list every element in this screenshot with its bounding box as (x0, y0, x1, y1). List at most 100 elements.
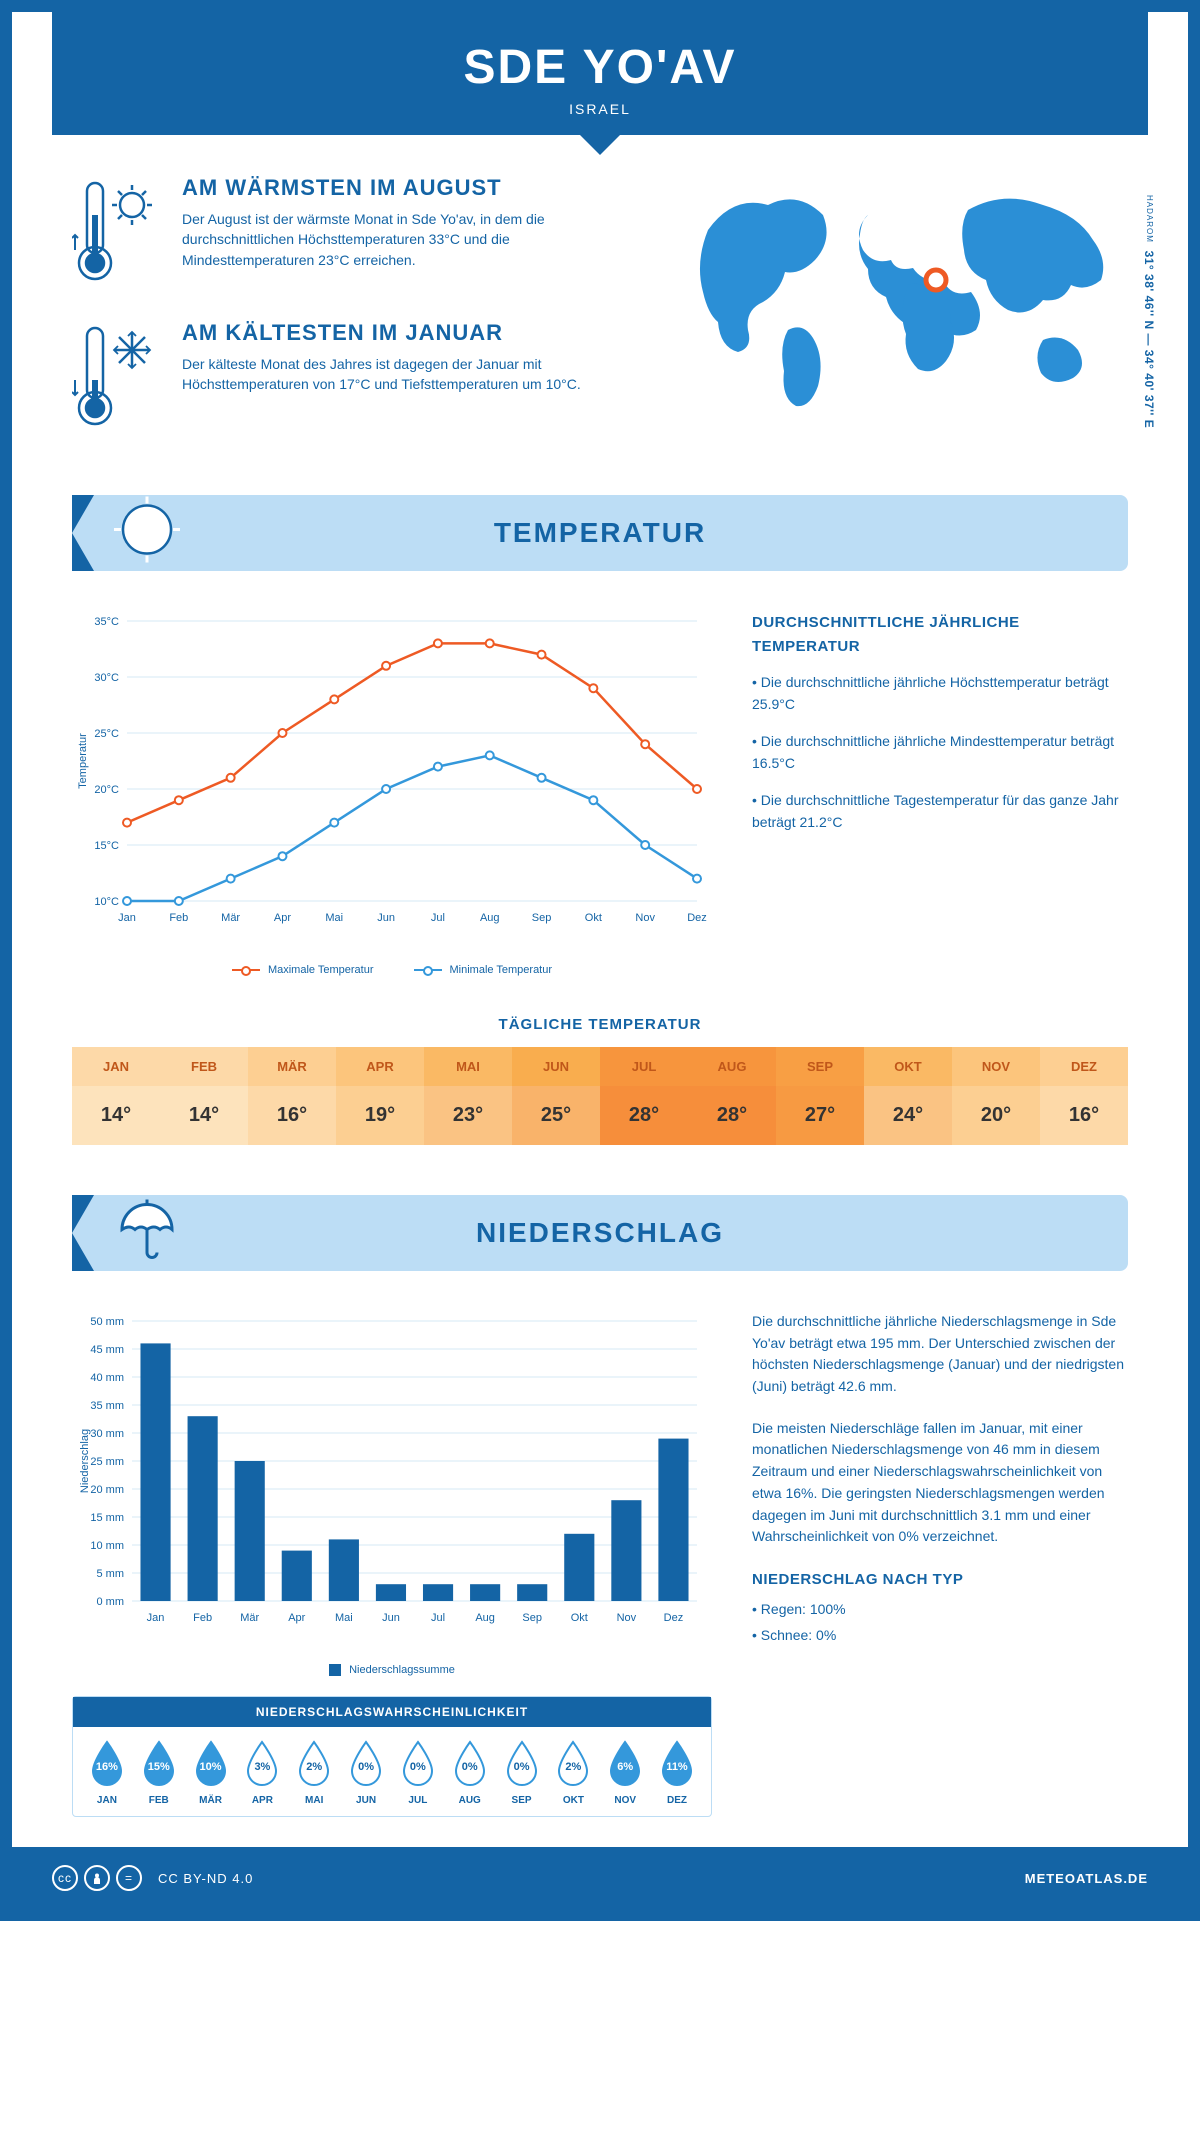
raindrop-icon: 0% (346, 1739, 386, 1789)
section-header-precip: NIEDERSCHLAG (72, 1195, 1128, 1271)
sun-icon (112, 495, 182, 572)
legend-max: .legend-item:nth-child(1) .legend-line::… (232, 964, 374, 976)
svg-text:Sep: Sep (532, 912, 552, 924)
svg-text:35°C: 35°C (94, 616, 119, 628)
precip-probability-box: NIEDERSCHLAGSWAHRSCHEINLICHKEIT 16% JAN … (72, 1696, 712, 1817)
svg-text:Jul: Jul (431, 912, 445, 924)
prob-cell: 0% SEP (496, 1739, 548, 1806)
warmest-block: AM WÄRMSTEN IM AUGUST Der August ist der… (72, 175, 628, 290)
page-title: SDE YO'AV (52, 40, 1148, 95)
daily-temp-cell: DEZ 16° (1040, 1047, 1128, 1145)
svg-text:Mär: Mär (240, 1612, 259, 1624)
svg-text:Temperatur: Temperatur (77, 733, 89, 789)
raindrop-icon: 3% (242, 1739, 282, 1789)
cc-license-icons: cc = CC BY-ND 4.0 (52, 1865, 253, 1891)
temperature-notes: DURCHSCHNITTLICHE JÄHRLICHE TEMPERATUR •… (752, 611, 1128, 976)
prob-cell: 2% MAI (288, 1739, 340, 1806)
svg-text:15°C: 15°C (94, 840, 119, 852)
coordinates: HADAROM 31° 38' 46'' N — 34° 40' 37'' E (1142, 195, 1156, 428)
svg-text:Sep: Sep (522, 1612, 542, 1624)
svg-text:Jan: Jan (118, 912, 136, 924)
svg-text:30°C: 30°C (94, 672, 119, 684)
svg-text:20 mm: 20 mm (90, 1484, 124, 1496)
thermometer-hot-icon (72, 175, 162, 290)
svg-text:Apr: Apr (288, 1612, 305, 1624)
umbrella-icon (112, 1195, 182, 1272)
svg-text:45 mm: 45 mm (90, 1344, 124, 1356)
daily-temp-cell: NOV 20° (952, 1047, 1040, 1145)
svg-text:Nov: Nov (635, 912, 655, 924)
svg-text:Aug: Aug (480, 912, 500, 924)
daily-temp-cell: AUG 28° (688, 1047, 776, 1145)
world-map: HADAROM 31° 38' 46'' N — 34° 40' 37'' E (668, 175, 1128, 465)
thermometer-cold-icon (72, 320, 162, 435)
daily-temp-cell: FEB 14° (160, 1047, 248, 1145)
svg-text:Feb: Feb (193, 1612, 212, 1624)
precip-notes: Die durchschnittliche jährliche Niedersc… (752, 1311, 1128, 1817)
svg-text:40 mm: 40 mm (90, 1372, 124, 1384)
section-header-temperature: TEMPERATUR (72, 495, 1128, 571)
svg-text:Dez: Dez (664, 1612, 684, 1624)
svg-text:20°C: 20°C (94, 784, 119, 796)
coldest-block: AM KÄLTESTEN IM JANUAR Der kälteste Mona… (72, 320, 628, 435)
prob-cell: 0% JUN (340, 1739, 392, 1806)
daily-temp-cell: OKT 24° (864, 1047, 952, 1145)
raindrop-icon: 0% (398, 1739, 438, 1789)
svg-text:Okt: Okt (571, 1612, 588, 1624)
country-label: ISRAEL (52, 101, 1148, 117)
daily-temp-cell: JUL 28° (600, 1047, 688, 1145)
svg-text:Nov: Nov (617, 1612, 637, 1624)
coldest-text: Der kälteste Monat des Jahres ist dagege… (182, 354, 628, 395)
prob-cell: 15% FEB (133, 1739, 185, 1806)
daily-temp-cell: SEP 27° (776, 1047, 864, 1145)
raindrop-icon: 0% (502, 1739, 542, 1789)
svg-text:5 mm: 5 mm (97, 1568, 125, 1580)
svg-text:Mai: Mai (335, 1612, 353, 1624)
svg-text:Jun: Jun (382, 1612, 400, 1624)
daily-temp-cell: MÄR 16° (248, 1047, 336, 1145)
raindrop-icon: 15% (139, 1739, 179, 1789)
warmest-text: Der August ist der wärmste Monat in Sde … (182, 209, 628, 270)
prob-cell: 0% JUL (392, 1739, 444, 1806)
prob-cell: 16% JAN (81, 1739, 133, 1806)
raindrop-icon: 2% (553, 1739, 593, 1789)
svg-text:25°C: 25°C (94, 728, 119, 740)
raindrop-icon: 6% (605, 1739, 645, 1789)
svg-text:30 mm: 30 mm (90, 1428, 124, 1440)
daily-temp-cell: MAI 23° (424, 1047, 512, 1145)
prob-cell: 6% NOV (599, 1739, 651, 1806)
svg-text:25 mm: 25 mm (90, 1456, 124, 1468)
svg-text:Dez: Dez (687, 912, 707, 924)
svg-text:Jun: Jun (377, 912, 395, 924)
coldest-title: AM KÄLTESTEN IM JANUAR (182, 320, 628, 346)
prob-cell: 3% APR (236, 1739, 288, 1806)
prob-cell: 0% AUG (444, 1739, 496, 1806)
daily-temp-cell: JUN 25° (512, 1047, 600, 1145)
svg-text:Jul: Jul (431, 1612, 445, 1624)
svg-text:50 mm: 50 mm (90, 1316, 124, 1328)
temperature-line-chart: 10°C15°C20°C25°C30°C35°CJanFebMärAprMaiJ… (72, 611, 712, 976)
raindrop-icon: 2% (294, 1739, 334, 1789)
raindrop-icon: 0% (450, 1739, 490, 1789)
svg-text:Aug: Aug (475, 1612, 495, 1624)
svg-text:10°C: 10°C (94, 896, 119, 908)
daily-temp-cell: APR 19° (336, 1047, 424, 1145)
raindrop-icon: 16% (87, 1739, 127, 1789)
legend-precip: Niederschlagssumme (329, 1664, 455, 1676)
svg-text:Okt: Okt (585, 912, 602, 924)
svg-text:35 mm: 35 mm (90, 1400, 124, 1412)
svg-text:0 mm: 0 mm (97, 1596, 125, 1608)
daily-temp-table: JAN 14° FEB 14° MÄR 16° APR 19° MAI 23° … (72, 1047, 1128, 1145)
svg-text:Jan: Jan (147, 1612, 165, 1624)
footer: cc = CC BY-ND 4.0 METEOATLAS.DE (12, 1847, 1188, 1909)
prob-cell: 10% MÄR (185, 1739, 237, 1806)
svg-text:Apr: Apr (274, 912, 291, 924)
daily-temp-title: TÄGLICHE TEMPERATUR (72, 1016, 1128, 1033)
raindrop-icon: 10% (191, 1739, 231, 1789)
precipitation-bar-chart: 0 mm 5 mm 10 mm 15 mm 20 mm 25 mm 30 mm 35 mm 40… (72, 1311, 712, 1676)
header-banner: SDE YO'AV ISRAEL (52, 12, 1148, 135)
svg-text:15 mm: 15 mm (90, 1512, 124, 1524)
svg-text:10 mm: 10 mm (90, 1540, 124, 1552)
svg-text:Mai: Mai (325, 912, 343, 924)
legend-min: .legend-item:nth-child(2) .legend-line::… (414, 964, 553, 976)
